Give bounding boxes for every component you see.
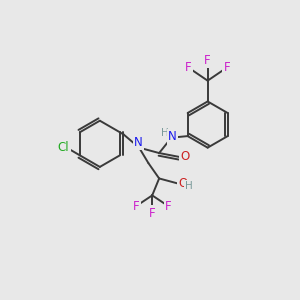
Text: F: F (185, 61, 192, 74)
Text: N: N (168, 130, 177, 143)
Text: O: O (178, 177, 188, 190)
Text: O: O (180, 150, 189, 164)
Text: F: F (204, 54, 211, 67)
Text: Cl: Cl (58, 141, 70, 154)
Text: H: H (185, 181, 193, 191)
Text: N: N (134, 136, 143, 149)
Text: F: F (149, 207, 155, 220)
Text: F: F (165, 200, 172, 213)
Text: F: F (133, 200, 140, 213)
Text: H: H (161, 128, 168, 138)
Text: F: F (224, 61, 230, 74)
